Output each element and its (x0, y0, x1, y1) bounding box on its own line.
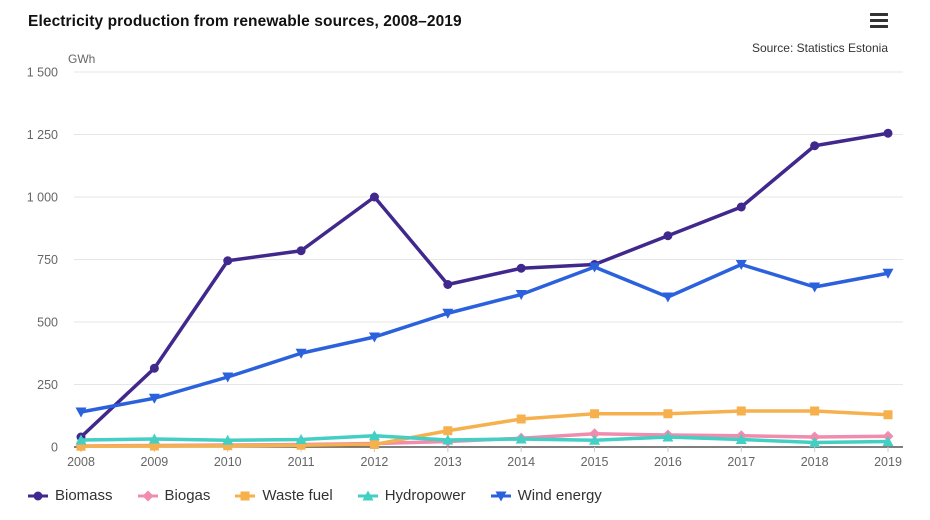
biomass-legend-marker (28, 491, 48, 500)
svg-text:750: 750 (37, 253, 58, 267)
legend-item-label: Biomass (55, 487, 113, 504)
svg-text:1 250: 1 250 (27, 128, 58, 142)
series-wind-energy (75, 260, 894, 418)
svg-text:2014: 2014 (507, 455, 535, 469)
svg-text:2013: 2013 (434, 455, 462, 469)
svg-text:2016: 2016 (654, 455, 682, 469)
svg-text:2019: 2019 (874, 455, 902, 469)
legend-item-waste-fuel[interactable]: Waste fuel (235, 487, 333, 504)
x-axis-labels: 2008 2009 2010 2011 2012 2013 2014 2015 2016 2017… (67, 455, 902, 469)
legend-item-hydropower[interactable]: Hydropower (357, 487, 466, 504)
series-waste-fuel (76, 406, 893, 451)
legend-item-label: Biogas (164, 487, 211, 504)
svg-text:2008: 2008 (67, 455, 95, 469)
hamburger-icon (870, 19, 888, 22)
series-hydropower (75, 430, 894, 447)
hamburger-icon (870, 13, 888, 16)
line-chart-plot-area: 0 250 500 750 1 000 1 250 1 500 2008 2009 2010 201… (27, 66, 903, 469)
x-axis-ticks (80, 447, 889, 452)
svg-text:1 500: 1 500 (27, 66, 58, 80)
y-axis-unit-label: GWh (68, 52, 96, 66)
legend-item-biogas[interactable]: Biogas (137, 487, 211, 504)
source-label: Source: Statistics Estonia (751, 41, 888, 55)
legend-item-label: Hydropower (384, 487, 466, 504)
svg-text:0: 0 (51, 441, 58, 455)
svg-text:2010: 2010 (214, 455, 242, 469)
legend-item-label: Wind energy (517, 487, 602, 504)
svg-text:2017: 2017 (727, 455, 755, 469)
series-biomass (76, 128, 893, 442)
svg-text:2012: 2012 (361, 455, 389, 469)
legend: Biomass Biogas Waste fuel Hydropower Wind en… (28, 487, 602, 504)
hydropower-legend-marker (357, 490, 378, 500)
biogas-legend-marker (137, 490, 158, 501)
y-axis-labels: 0 250 500 750 1 000 1 250 1 500 (27, 66, 58, 455)
legend-item-biomass[interactable]: Biomass (28, 487, 113, 504)
svg-text:1 000: 1 000 (27, 191, 58, 205)
waste-fuel-legend-marker (235, 491, 256, 500)
y-axis-gridlines (74, 71, 903, 385)
chart-title: Electricity production from renewable so… (28, 13, 462, 30)
svg-text:2011: 2011 (288, 455, 315, 469)
svg-text:2009: 2009 (140, 455, 168, 469)
wind-energy-legend-marker (490, 491, 511, 501)
svg-text:500: 500 (37, 316, 58, 330)
svg-text:2018: 2018 (801, 455, 829, 469)
legend-item-label: Waste fuel (262, 487, 333, 504)
hamburger-icon (870, 25, 888, 28)
legend-item-wind-energy[interactable]: Wind energy (490, 487, 602, 504)
chart-context-menu-button[interactable] (870, 13, 888, 28)
svg-text:2015: 2015 (581, 455, 609, 469)
svg-text:250: 250 (37, 378, 58, 392)
